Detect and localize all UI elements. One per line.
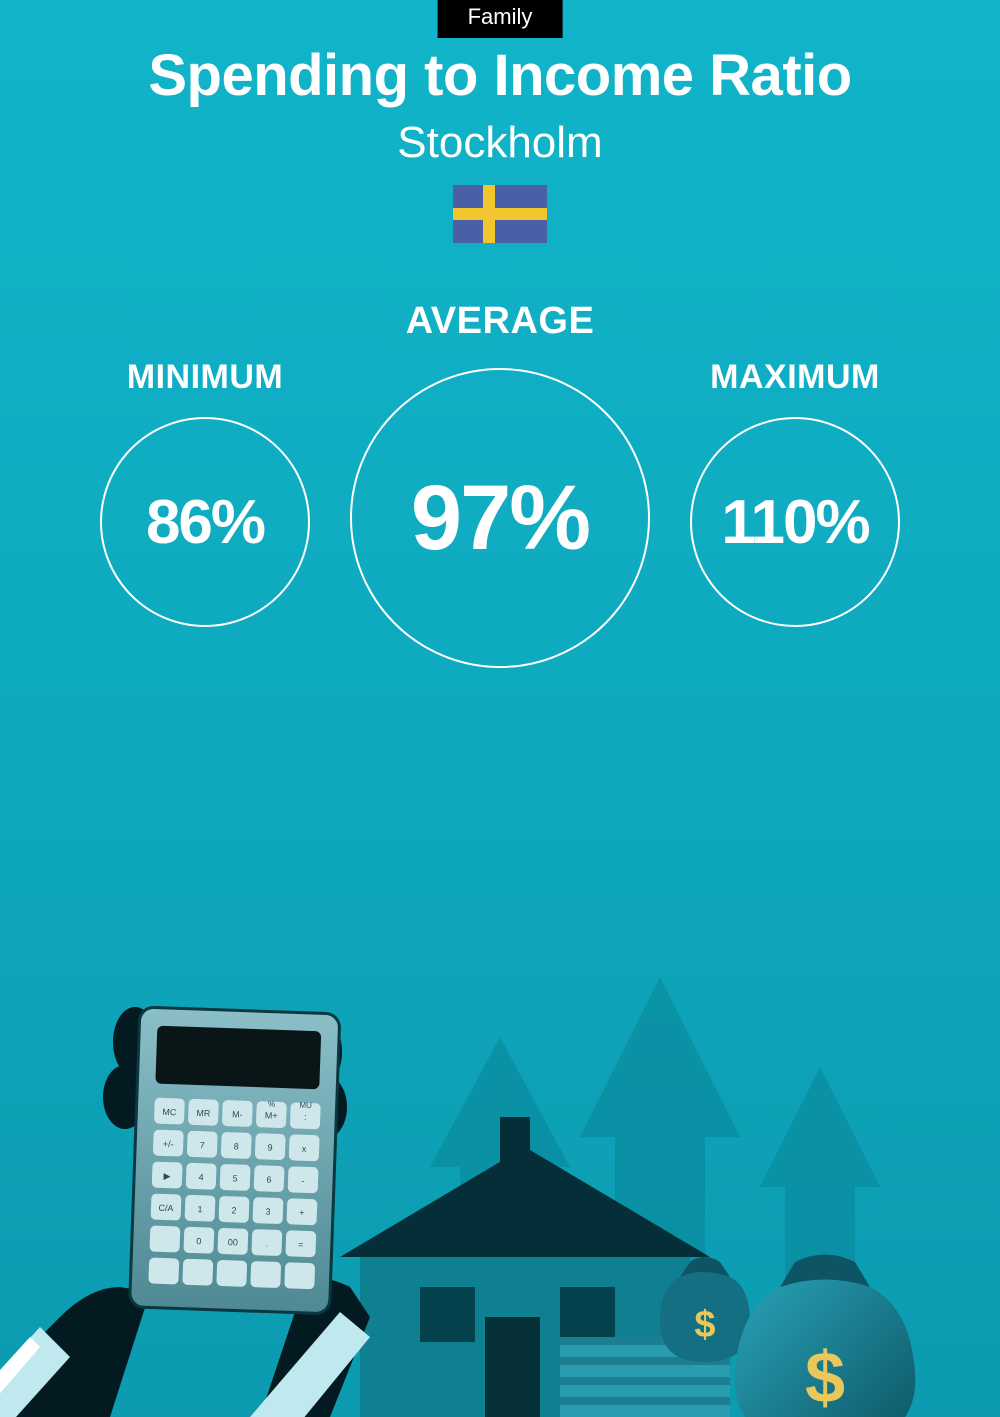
stats-row: MINIMUM 86% AVERAGE 97% MAXIMUM 110% xyxy=(0,300,1000,668)
svg-text:5: 5 xyxy=(232,1173,237,1183)
svg-text:00: 00 xyxy=(228,1237,238,1247)
page-title: Spending to Income Ratio xyxy=(0,42,1000,109)
svg-text:MC: MC xyxy=(162,1107,177,1117)
stat-circle: 97% xyxy=(350,368,650,668)
svg-text:3: 3 xyxy=(265,1207,270,1217)
svg-text:6: 6 xyxy=(266,1175,271,1185)
stat-value: 97% xyxy=(411,466,589,571)
stat-circle: 86% xyxy=(100,417,310,627)
category-badge-label: Family xyxy=(468,4,533,29)
svg-text:%: % xyxy=(268,1100,275,1109)
svg-text:2: 2 xyxy=(231,1205,236,1215)
svg-text:.: . xyxy=(265,1239,268,1249)
page-subtitle: Stockholm xyxy=(0,118,1000,168)
stat-value: 110% xyxy=(721,487,868,558)
svg-text:$: $ xyxy=(805,1338,845,1417)
stat-label: MAXIMUM xyxy=(710,358,880,397)
svg-text:7: 7 xyxy=(200,1140,205,1150)
stat-average: AVERAGE 97% xyxy=(350,300,650,668)
svg-text:MU: MU xyxy=(299,1101,312,1110)
svg-text:0: 0 xyxy=(196,1236,201,1246)
svg-text:9: 9 xyxy=(267,1143,272,1153)
svg-text:▶: ▶ xyxy=(163,1171,170,1181)
category-badge: Family xyxy=(438,0,563,38)
stat-value: 86% xyxy=(146,487,264,558)
svg-text:$: $ xyxy=(694,1304,715,1346)
svg-text:=: = xyxy=(298,1240,304,1250)
svg-text:MR: MR xyxy=(196,1108,211,1118)
flag-icon xyxy=(453,185,547,243)
svg-text:1: 1 xyxy=(197,1204,202,1214)
svg-text:M-: M- xyxy=(232,1109,243,1119)
svg-text:C/A: C/A xyxy=(158,1203,173,1214)
svg-text:-: - xyxy=(301,1176,304,1186)
stat-minimum: MINIMUM 86% xyxy=(100,300,310,627)
stat-circle: 110% xyxy=(690,417,900,627)
illustration: $ $ xyxy=(0,817,1000,1417)
svg-text:+: + xyxy=(299,1208,305,1218)
svg-text:8: 8 xyxy=(234,1141,239,1151)
svg-text:x: x xyxy=(302,1144,307,1154)
svg-text::: : xyxy=(304,1112,307,1122)
svg-text:M+: M+ xyxy=(265,1110,278,1120)
stat-label: MINIMUM xyxy=(127,358,283,397)
stat-label: AVERAGE xyxy=(406,300,595,343)
stat-maximum: MAXIMUM 110% xyxy=(690,300,900,627)
svg-text:+/-: +/- xyxy=(163,1139,174,1149)
svg-text:4: 4 xyxy=(198,1172,203,1182)
